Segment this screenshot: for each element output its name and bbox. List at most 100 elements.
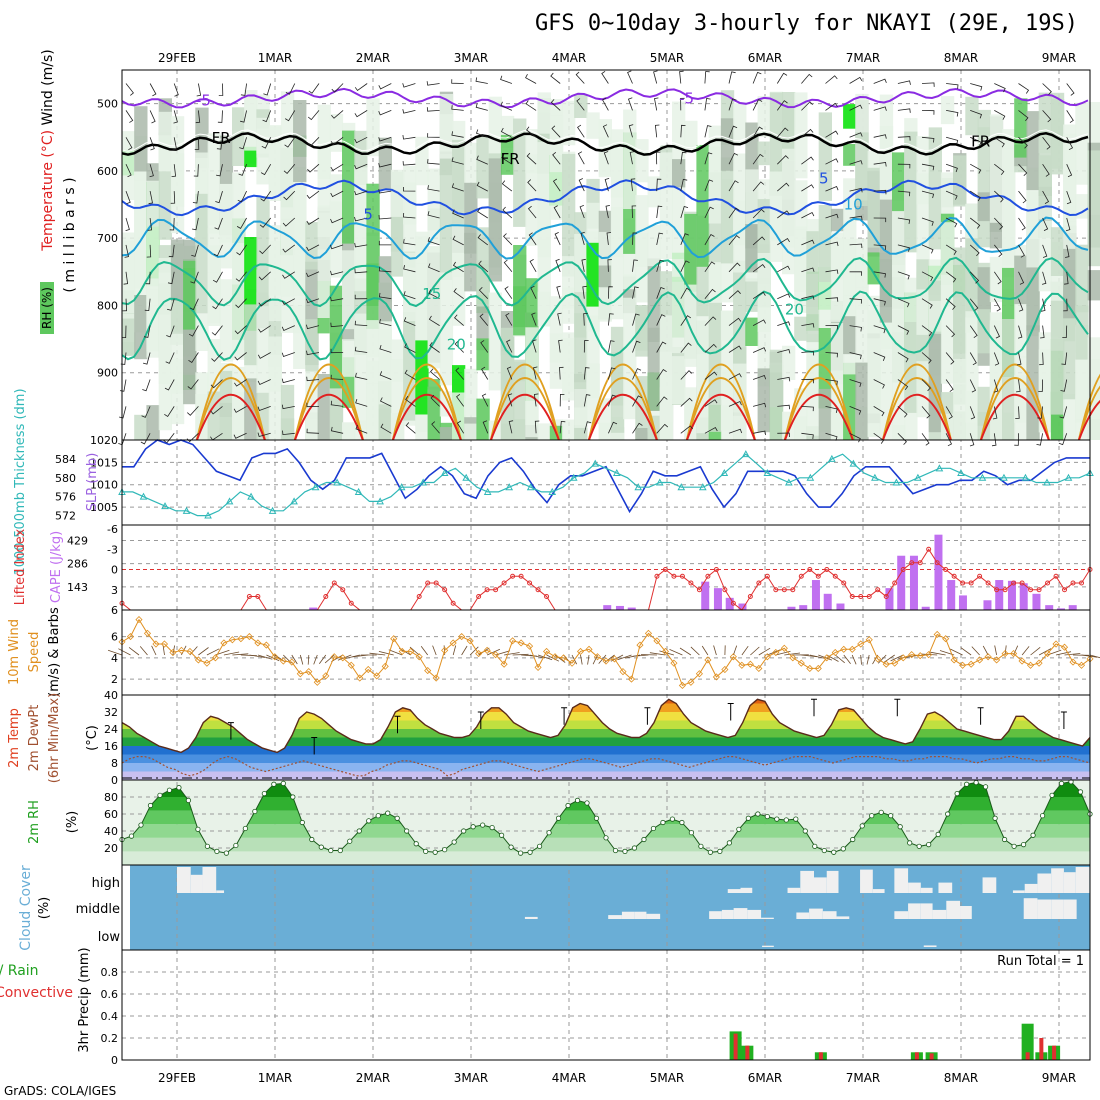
upper-wind-barb — [656, 232, 664, 245]
cloud-middle-bar — [1063, 899, 1077, 919]
rh-shade-cell — [867, 150, 881, 172]
upper-wind-barb — [125, 217, 130, 231]
upper-wind-barb — [752, 236, 766, 246]
upper-wind-barb — [453, 288, 464, 300]
rh-marker — [242, 825, 248, 832]
rh-marker — [555, 815, 562, 821]
rh-shade-cell — [562, 419, 576, 440]
wind-speed-marker — [483, 646, 491, 654]
temp-color-band — [122, 746, 1090, 755]
thickness-marker — [161, 502, 169, 510]
thickness-marker — [634, 483, 643, 491]
cloud-high-bar — [1037, 873, 1052, 893]
upper-wind-barb — [994, 217, 1004, 230]
temperature-contour-dome — [489, 363, 560, 441]
upper-wind-barb — [1018, 244, 1025, 258]
wind-speed-marker — [908, 651, 916, 659]
wind-speed-marker — [551, 653, 559, 661]
upper-wind-barb — [873, 134, 887, 139]
upper-wind-barb — [1064, 271, 1069, 285]
lifted-index-tick: 3 — [111, 584, 118, 597]
upper-wind-barb — [945, 433, 953, 447]
wind-speed-marker — [330, 653, 338, 661]
rh-shade-cell — [219, 184, 234, 269]
wind-speed-marker — [806, 664, 814, 673]
upper-wind-barb — [752, 347, 767, 353]
upper-wind-barb — [505, 312, 513, 326]
thickness-marker — [1021, 473, 1030, 481]
rh-shade-cell — [476, 338, 490, 371]
wind-speed-marker — [262, 641, 270, 649]
rh-marker — [812, 843, 818, 849]
surface-wind-barb — [107, 649, 123, 656]
rh-shade-cell — [158, 258, 172, 284]
upper-wind-barb — [704, 125, 712, 138]
upper-wind-barb — [526, 126, 537, 138]
upper-wind-barb — [378, 110, 392, 116]
surface-wind-barb — [690, 646, 700, 656]
upper-wind-barb — [583, 421, 592, 434]
upper-wind-barb — [330, 400, 344, 407]
surface-wind-barb — [369, 652, 386, 656]
wind-axis-label: 10m Wind — [7, 619, 22, 685]
rh-shade-cell — [244, 304, 258, 366]
rh-marker — [271, 781, 277, 787]
upper-wind-barb — [801, 323, 815, 328]
lifted-index-marker — [662, 567, 668, 572]
rh-shade-cell — [953, 358, 967, 385]
surface-wind-barb — [313, 654, 318, 665]
upper-wind-barb — [632, 395, 642, 407]
rh-shade-cell — [1050, 227, 1065, 276]
upper-pressure-tick: 900 — [97, 367, 118, 380]
upper-wind-barb — [355, 425, 368, 434]
lifted-index-marker — [1002, 587, 1008, 593]
date-label-bottom: 8MAR — [944, 1071, 979, 1085]
wind-speed-marker — [585, 645, 593, 653]
upper-wind-barb — [172, 137, 177, 151]
upper-wind-barb — [825, 130, 839, 138]
rh-shade-cell — [280, 384, 295, 440]
rh-shade-cell — [452, 139, 466, 224]
wind-speed-marker — [1077, 661, 1086, 669]
rh-shade-cell — [1014, 98, 1028, 158]
upper-wind-barb — [404, 369, 416, 380]
surface-wind-barb — [337, 654, 352, 661]
cloud-middle-bar — [634, 911, 647, 919]
lifted-index-marker — [994, 587, 1000, 593]
cloud-middle-bar — [932, 909, 947, 919]
upper-wind-barb — [994, 136, 1005, 148]
rh-shade-cell — [647, 176, 661, 208]
upper-wind-barb — [217, 110, 223, 123]
wind-speed-marker — [840, 645, 848, 653]
surface-wind-barb — [669, 649, 683, 656]
upper-ylabel-part: Temperature — [40, 162, 56, 252]
upper-wind-barb — [559, 393, 565, 407]
wind-speed-marker — [746, 660, 754, 668]
rh-marker — [470, 824, 476, 830]
upper-wind-barb — [897, 298, 910, 308]
thickness-marker — [204, 511, 212, 519]
upper-wind-barb — [897, 163, 911, 169]
upper-wind-barb — [479, 313, 489, 326]
slp-tick: 1005 — [90, 501, 118, 514]
cloud-middle-bar — [796, 912, 810, 919]
lifted-index-marker — [713, 567, 719, 572]
upper-wind-barb — [704, 371, 718, 380]
date-label-top: 9MAR — [1042, 51, 1077, 65]
upper-wind-barb — [330, 374, 344, 380]
wind-speed-marker — [1052, 640, 1060, 648]
upper-wind-barb — [259, 244, 271, 255]
surface-wind-barb — [835, 654, 845, 664]
wind-speed-marker — [126, 632, 135, 641]
lifted-index-marker — [518, 573, 524, 579]
upper-wind-barb — [873, 162, 887, 167]
rh-shade-cell — [757, 141, 771, 166]
upper-wind-barb — [552, 178, 561, 192]
rh-shade-cell — [586, 363, 600, 424]
upper-wind-barb — [380, 423, 392, 434]
rh-shade-cell — [476, 398, 490, 440]
upper-wind-barb — [921, 271, 934, 282]
upper-wind-barb — [405, 422, 416, 434]
temperature-contour — [121, 256, 1089, 308]
rh-shade-cell — [794, 180, 808, 231]
